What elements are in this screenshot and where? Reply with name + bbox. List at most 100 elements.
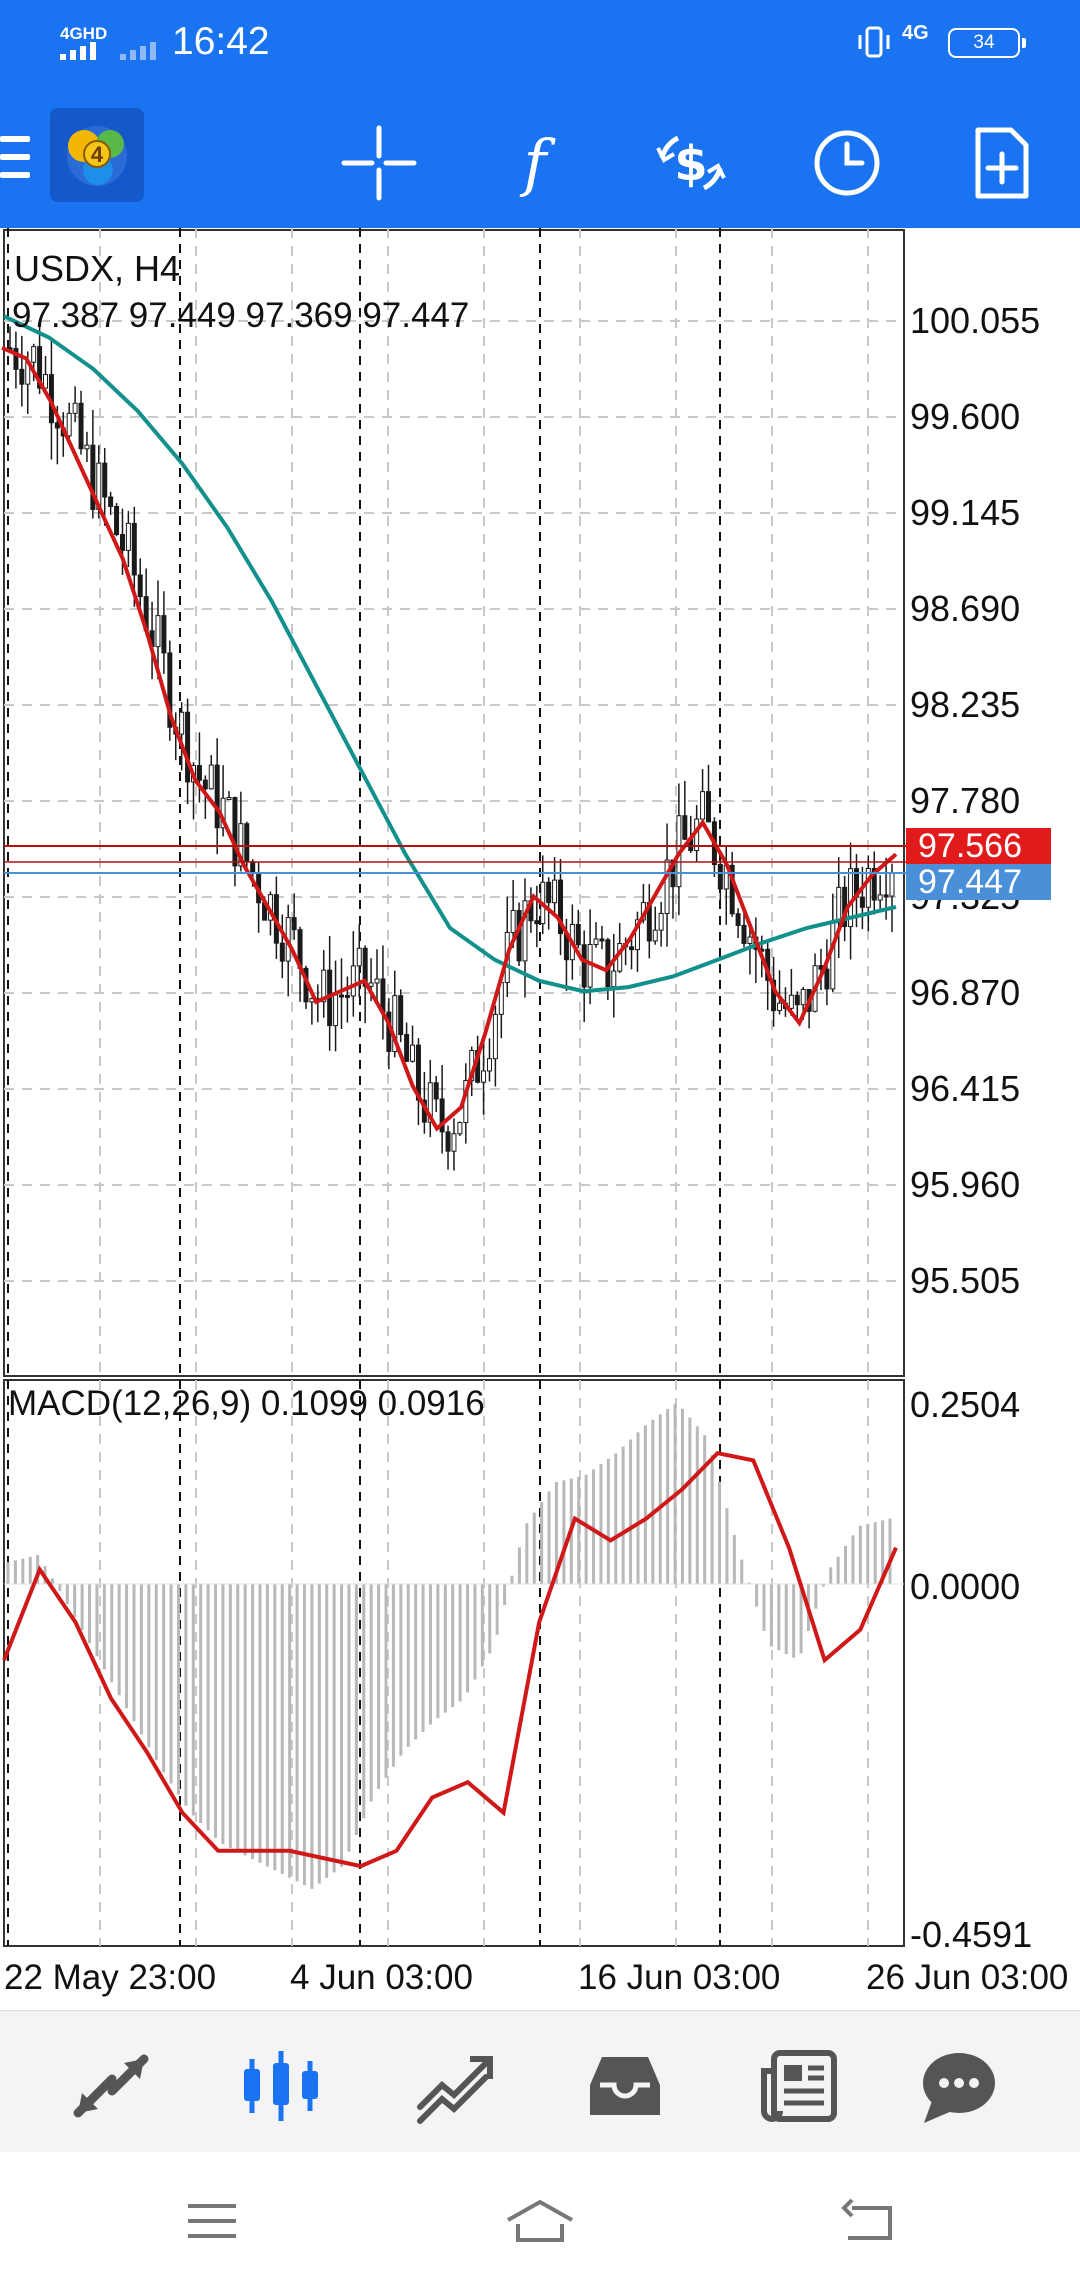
candle-body [350, 965, 356, 997]
price-pane-frame [3, 229, 905, 1377]
candle-body [457, 1122, 463, 1135]
fast-moving-average-line [1, 345, 898, 1132]
candle-body [232, 796, 238, 867]
symbol-timeframe-label: USDX, H4 [14, 248, 181, 289]
candle-body [226, 796, 232, 800]
candle-body [558, 879, 564, 935]
candle-body [291, 917, 297, 931]
candle-body [410, 1044, 416, 1062]
back-icon[interactable] [838, 2196, 898, 2246]
clock: 16:42 [172, 20, 270, 63]
price-tick: 99.600 [910, 396, 1021, 437]
trade-icon[interactable]: $ [646, 118, 736, 208]
recent-apps-icon[interactable] [182, 2196, 242, 2246]
candle-body [800, 988, 806, 1006]
svg-text:4: 4 [91, 142, 104, 167]
candle-body [344, 994, 350, 998]
candle-body [66, 412, 72, 437]
candle-body [735, 913, 741, 926]
candle-body [481, 1070, 487, 1083]
candle-body [575, 923, 581, 946]
candle-body [137, 574, 143, 598]
history-icon[interactable] [580, 2041, 670, 2131]
price-tick: 99.145 [910, 492, 1021, 533]
macd-label: MACD(12,26,9) 0.1099 0.0916 [8, 1384, 485, 1423]
price-tick: 95.505 [910, 1260, 1021, 1301]
price-tick: 98.235 [910, 684, 1021, 725]
candle-body [611, 970, 617, 988]
date-tick: 22 May 23:00 [4, 1958, 217, 1997]
candle-body [250, 861, 256, 874]
price-tick: 98.690 [910, 588, 1021, 629]
price-tick: 96.415 [910, 1068, 1021, 1109]
candle-body [392, 995, 398, 1053]
macd-tick: 0.2504 [910, 1384, 1021, 1425]
menu-icon[interactable] [0, 136, 30, 184]
candle-body [185, 711, 191, 783]
quotes-icon[interactable] [66, 2041, 156, 2131]
date-tick: 26 Jun 03:00 [866, 1958, 1069, 1997]
home-icon[interactable] [504, 2196, 576, 2246]
timeframe-icon[interactable] [802, 118, 892, 208]
top-bar: 4GHD 16:42 4G 34 [0, 0, 1080, 228]
candle-body [581, 944, 587, 988]
candle-body [658, 912, 664, 931]
candle-body [244, 823, 250, 863]
candle-body [546, 881, 552, 904]
trade-icon[interactable] [410, 2041, 500, 2131]
svg-text:f: f [520, 126, 557, 199]
candle-body [522, 900, 528, 962]
candle-body [356, 947, 362, 967]
candle-body [492, 1013, 498, 1060]
candle-body [859, 896, 865, 908]
date-tick: 4 Jun 03:00 [290, 1958, 473, 1997]
crosshair-icon[interactable] [334, 118, 424, 208]
new-order-icon[interactable] [956, 118, 1046, 208]
indicators-icon[interactable]: f [490, 118, 580, 208]
candle-body [889, 872, 895, 897]
candle-body [167, 652, 173, 728]
battery-icon: 34 [948, 28, 1026, 58]
candle-body [338, 994, 344, 998]
slow-moving-average-line [3, 314, 897, 994]
candle-body [404, 1034, 410, 1062]
candle-body [398, 995, 404, 1036]
status-bar: 4GHD 16:42 4G 34 [0, 0, 1080, 90]
candle-body [214, 764, 220, 829]
candle-body [705, 791, 711, 823]
candle-body [664, 859, 670, 914]
price-chart[interactable]: USDX, H4 97.387 97.449 97.369 97.447 100… [0, 228, 1080, 2010]
candle-body [78, 402, 84, 450]
candle-body [794, 994, 800, 1006]
candle-body [102, 462, 108, 498]
vibrate-icon [858, 26, 890, 58]
price-tick: 96.870 [910, 972, 1021, 1013]
price-tick: 97.780 [910, 780, 1021, 821]
chart-icon[interactable] [236, 2041, 326, 2131]
candle-body [486, 1058, 492, 1072]
chat-icon[interactable] [914, 2041, 1004, 2131]
metatrader4-logo[interactable]: 4 [50, 108, 144, 202]
candle-body [321, 969, 327, 1003]
candle-body [771, 979, 777, 1011]
candle-body [534, 920, 540, 925]
candle-body [114, 505, 120, 535]
bottom-navigation [0, 2010, 1080, 2152]
candle-body [877, 894, 883, 901]
candle-body [84, 444, 90, 450]
candle-body [451, 1133, 457, 1152]
news-icon[interactable] [754, 2041, 844, 2131]
candle-body [830, 922, 836, 990]
network-type-label: 4GHD [60, 24, 108, 43]
bid-price-tag: 97.447 [906, 864, 1051, 900]
candle-body [510, 910, 516, 933]
candle-body [741, 924, 747, 944]
candle-body [179, 711, 185, 735]
candle-body [155, 615, 161, 648]
candle-body [374, 978, 380, 984]
candle-body [552, 879, 558, 904]
chart-canvas[interactable] [0, 228, 1080, 2010]
candle-body [90, 444, 96, 510]
signal-strength-icon [60, 42, 156, 60]
